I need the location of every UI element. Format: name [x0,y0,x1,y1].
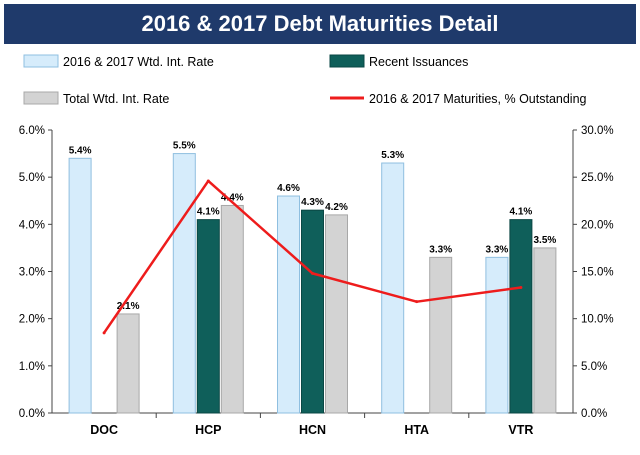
legend-wtd-rate-label: 2016 & 2017 Wtd. Int. Rate [63,55,214,69]
bar-total-wtd-int-rate-vtr [533,247,557,414]
data-label: 4.6% [277,183,300,194]
data-label: 5.4% [69,145,92,156]
legend-recent-issuances-label: Recent Issuances [369,55,468,69]
x-tick-label: HCN [299,423,326,437]
bar-2016-2017-wtd-int-rate-vtr [485,256,509,414]
chart-title: 2016 & 2017 Debt Maturities Detail [4,4,636,44]
bar-2016-2017-wtd-int-rate-hcn [277,195,300,414]
bar-recent-issuances-vtr [509,219,533,414]
data-label: 5.3% [381,150,404,161]
x-tick-label: HTA [404,423,429,437]
y-tick-left-label: 5.0% [19,172,45,184]
data-label: 2.1% [117,301,140,312]
bar-2016-2017-wtd-int-rate-doc [68,157,92,414]
data-label: 4.1% [197,207,220,218]
bar-recent-issuances-hcp [196,219,220,414]
bar-total-wtd-int-rate-hta [429,256,453,414]
bar-total-wtd-int-rate-doc [116,313,140,414]
y-tick-right-label: 25.0% [581,172,614,184]
legend-total-wtd-rate-swatch [23,91,59,105]
y-tick-left-label: 0.0% [19,408,45,420]
bar-2016-2017-wtd-int-rate-hta [381,162,405,414]
x-tick-label: VTR [508,423,533,437]
y-tick-right-label: 20.0% [581,219,614,231]
y-tick-right-label: 30.0% [581,125,614,137]
line-point-vtr [519,286,523,290]
data-label: 4.1% [510,207,533,218]
y-tick-right-label: 10.0% [581,314,614,326]
y-tick-left-label: 3.0% [19,267,45,279]
y-tick-left-label: 4.0% [19,219,45,231]
y-tick-right-label: 15.0% [581,267,614,279]
line-point-hcn [311,271,314,275]
line-point-hta [415,300,419,304]
y-tick-right-label: 5.0% [581,361,607,373]
line-point-doc [102,331,106,335]
legend-maturities-label: 2016 & 2017 Maturities, % Outstanding [369,92,587,106]
y-tick-left-label: 1.0% [19,361,45,373]
legend-wtd-rate-swatch [23,54,59,68]
data-label: 4.4% [221,192,244,203]
data-label: 4.3% [301,197,324,208]
data-label: 3.3% [486,244,509,255]
bar-2016-2017-wtd-int-rate-hcp [172,153,196,414]
bar-recent-issuances-hcn [301,209,324,414]
data-label: 4.2% [325,202,348,213]
data-label: 3.5% [534,235,557,246]
y-tick-right-label: 0.0% [581,408,607,420]
y-tick-left-label: 2.0% [19,314,45,326]
x-tick-label: DOC [90,423,118,437]
x-tick-label: HCP [195,423,221,437]
bar-total-wtd-int-rate-hcp [220,204,244,414]
data-label: 3.3% [429,244,452,255]
legend-recent-issuances-swatch [329,54,365,68]
data-label: 5.5% [173,141,196,152]
y-tick-left-label: 6.0% [19,125,45,137]
line-point-hcp [206,179,210,183]
bar-total-wtd-int-rate-hcn [325,214,348,414]
legend-total-wtd-rate-label: Total Wtd. Int. Rate [63,92,169,106]
